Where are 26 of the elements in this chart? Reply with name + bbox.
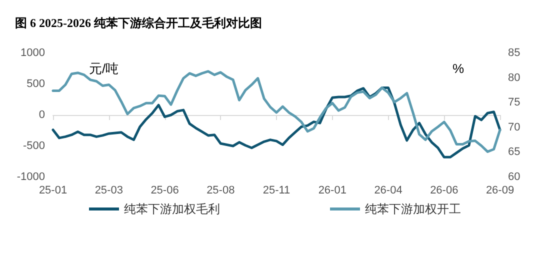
y2-tick-label: 75 <box>508 96 520 109</box>
x-tick-label: 25-01 <box>38 184 68 196</box>
y2-tick-label: 80 <box>508 72 520 84</box>
x-tick-label: 25-06 <box>150 184 179 196</box>
x-tick-label: 25-03 <box>94 184 123 196</box>
y2-tick-label: 60 <box>508 171 520 183</box>
y2-tick-label: 85 <box>508 47 520 59</box>
y2-tick-label: 70 <box>508 121 520 134</box>
y2-axis-title: % <box>452 61 464 76</box>
y-tick-label: -500 <box>22 140 45 152</box>
x-tick-label: 25-11 <box>262 184 290 196</box>
y2-tick-label: 65 <box>508 146 520 158</box>
legend-label: 纯苯下游加权开工 <box>365 202 461 216</box>
y-tick-label: 1000 <box>20 47 45 59</box>
x-tick-label: 26-01 <box>318 184 346 196</box>
x-tick-label: 26-06 <box>430 184 458 196</box>
x-tick-label: 26-04 <box>374 184 402 196</box>
y-tick-label: -1000 <box>16 171 45 183</box>
x-tick-label: 26-09 <box>486 184 514 196</box>
chart-title: 图 6 2025-2026 纯苯下游综合开工及毛利对比图 <box>15 16 262 30</box>
line-series <box>52 86 502 158</box>
y-tick-label: 0 <box>38 109 45 121</box>
x-tick-label: 25-08 <box>206 184 235 196</box>
y-tick-label: 500 <box>26 78 45 90</box>
legend-label: 纯苯下游加权毛利 <box>124 202 220 216</box>
y-axis-title: 元/吨 <box>89 61 119 76</box>
